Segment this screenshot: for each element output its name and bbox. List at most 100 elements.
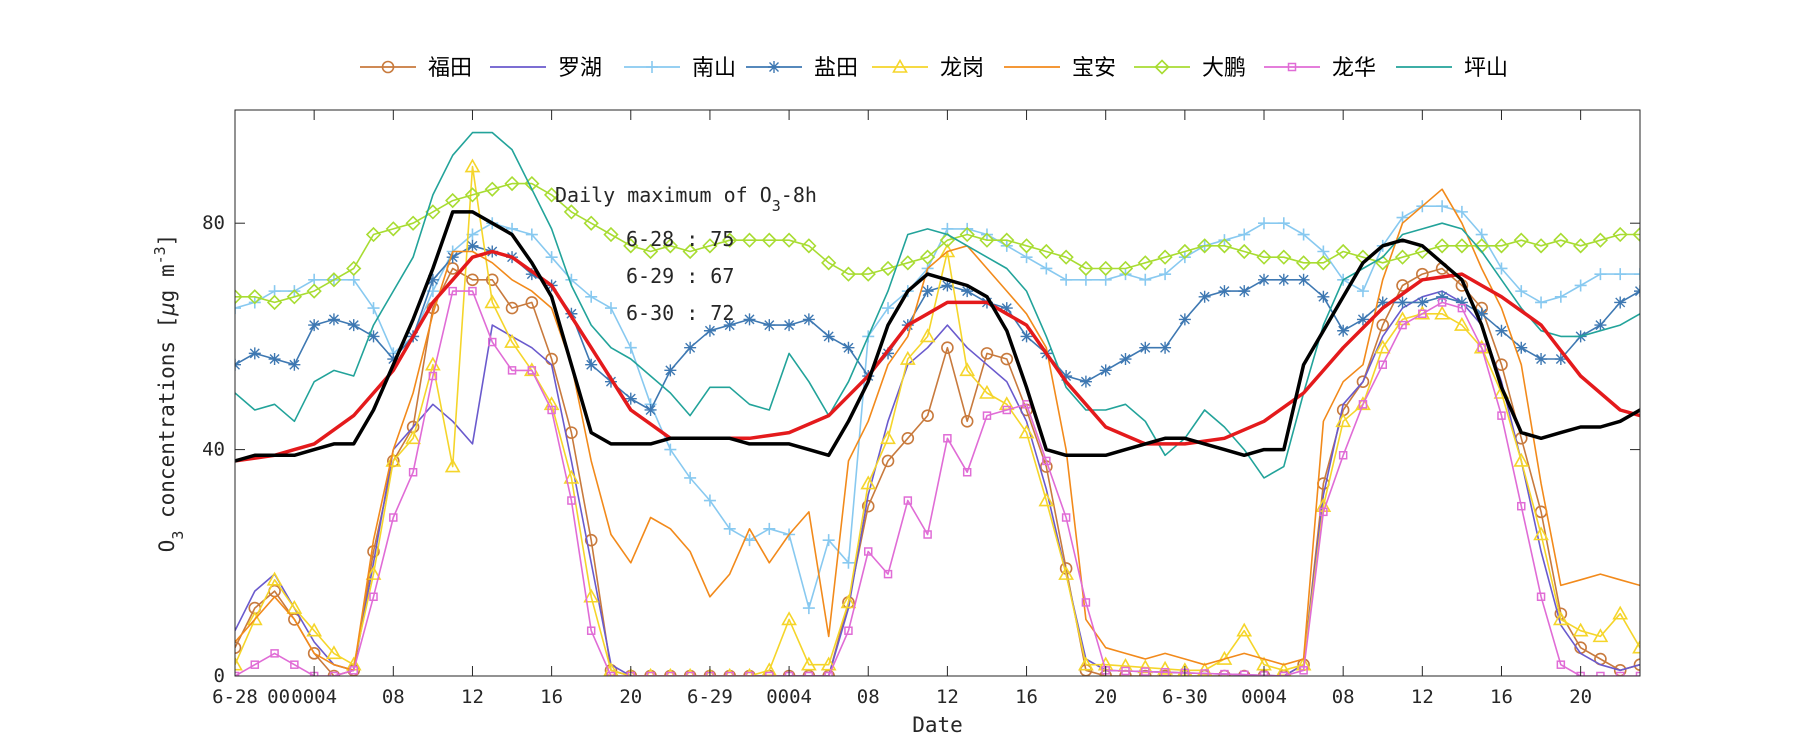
series-marker (246, 611, 263, 626)
series-marker (1117, 260, 1134, 277)
series-marker (1614, 296, 1627, 309)
series-marker (664, 364, 677, 377)
x-tick-label: 16 (1015, 686, 1038, 708)
series-marker (1552, 611, 1569, 626)
series-marker (1753, 648, 1764, 659)
series-marker (1592, 628, 1609, 643)
series-marker (801, 656, 817, 671)
series-marker (1592, 232, 1609, 248)
series-marker (1533, 526, 1549, 541)
series-marker (1614, 268, 1627, 281)
series-marker (485, 273, 499, 287)
series-marker (1239, 670, 1249, 676)
series-marker (1098, 260, 1114, 277)
series-marker (1772, 200, 1785, 213)
series-marker (999, 232, 1015, 248)
series-marker (763, 522, 776, 535)
series-marker (1276, 249, 1292, 265)
series-marker (684, 341, 697, 354)
x-tick-label: 20 (1094, 686, 1117, 708)
x-tick-label: 20 (619, 686, 642, 708)
series-marker (880, 260, 896, 277)
series-marker (464, 158, 481, 173)
series-marker (365, 226, 382, 243)
series-marker (1335, 413, 1352, 428)
series-marker (563, 469, 580, 484)
series-marker (765, 671, 774, 676)
series-marker (1295, 255, 1312, 271)
legend-label: 罗湖 (558, 56, 602, 81)
series-marker (266, 571, 283, 586)
series-marker (1376, 318, 1390, 332)
series-marker (1713, 240, 1725, 252)
legend-label: 宝安 (1072, 56, 1116, 81)
series-marker (1018, 238, 1035, 254)
series-marker (1495, 262, 1508, 275)
series-marker (1279, 671, 1289, 676)
y-axis-label: O3 concentrations [μg m-3] (151, 234, 187, 553)
x-tick-label: 6-28 (212, 686, 258, 708)
series-marker (306, 622, 323, 637)
series-marker (982, 411, 992, 420)
series-marker (347, 319, 360, 332)
x-tick-label: 20 (1569, 686, 1592, 708)
series-marker (1733, 665, 1744, 676)
series-marker (1061, 513, 1071, 522)
series-marker (685, 671, 695, 676)
series-marker (308, 319, 321, 332)
series-marker (1375, 255, 1391, 271)
series-marker (584, 533, 598, 547)
series-marker (1515, 341, 1528, 354)
series-marker (1220, 669, 1229, 676)
series-marker (1000, 302, 1013, 315)
series-marker (1733, 234, 1745, 246)
series-marker (445, 192, 461, 209)
series-line (235, 188, 1640, 672)
series-marker (783, 319, 796, 332)
legend-item-龙华: 龙华 (1264, 56, 1376, 81)
series-marker (1157, 249, 1173, 265)
series-marker (329, 671, 339, 676)
legend-label: 龙华 (1332, 56, 1376, 81)
series-marker (1158, 669, 1172, 676)
series-marker (247, 289, 263, 305)
series-marker (1674, 240, 1686, 252)
series-marker (1356, 285, 1369, 298)
series-marker (682, 243, 698, 260)
series-marker (1119, 353, 1132, 366)
series-marker (1612, 605, 1629, 620)
series-marker (527, 366, 537, 375)
series-marker (268, 353, 281, 366)
series-marker (822, 330, 835, 343)
series-marker (1197, 238, 1213, 254)
series-marker (1200, 669, 1209, 676)
series-marker (428, 371, 438, 381)
series-marker (563, 204, 580, 220)
series-marker (919, 328, 936, 343)
legend-item-大鹏: 大鹏 (1134, 56, 1246, 81)
legend-label: 龙岗 (940, 56, 984, 81)
series-marker (250, 660, 260, 669)
series-marker (768, 61, 780, 73)
series-marker (842, 341, 855, 354)
series-marker (1455, 296, 1468, 309)
series-marker (604, 302, 617, 315)
series-marker (802, 669, 816, 676)
series-marker (405, 430, 421, 445)
series-marker (666, 671, 675, 676)
series-marker (1674, 246, 1686, 258)
series-marker (684, 471, 697, 484)
series-marker (545, 251, 558, 264)
series-marker (1178, 313, 1191, 326)
series-marker (369, 592, 378, 602)
series-marker (1713, 211, 1726, 224)
y-tick-label: 0 (214, 665, 225, 687)
series-marker (1632, 226, 1640, 243)
axes-box (234, 109, 1641, 677)
series-marker (745, 671, 754, 676)
series-marker (921, 285, 934, 298)
legend-item-福田: 福田 (360, 56, 472, 81)
series-marker (1418, 309, 1427, 319)
series-marker (1022, 400, 1031, 409)
